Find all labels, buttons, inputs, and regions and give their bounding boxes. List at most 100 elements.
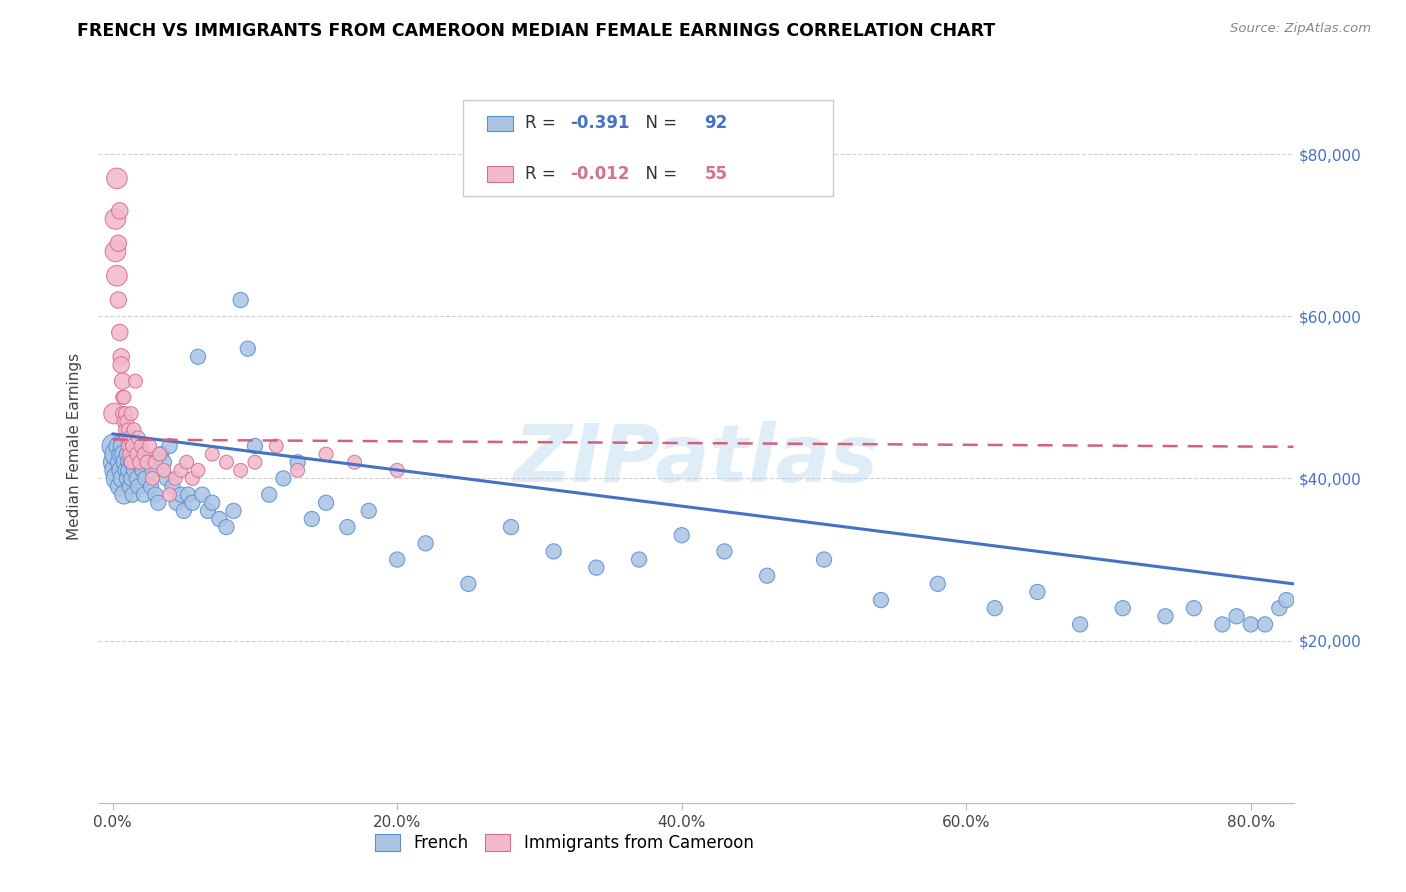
Text: Source: ZipAtlas.com: Source: ZipAtlas.com (1230, 22, 1371, 36)
Point (103, 407, 125, 421)
Point (628, 552, 651, 566)
Text: -0.391: -0.391 (571, 114, 630, 132)
Point (176, 455, 198, 469)
Point (135, 455, 157, 469)
Point (1069, 617, 1091, 632)
Point (104, 455, 127, 469)
Point (343, 455, 366, 469)
Point (264, 439, 287, 453)
FancyBboxPatch shape (463, 100, 834, 196)
Point (170, 488, 193, 502)
Point (121, 488, 143, 502)
Point (118, 447, 141, 461)
Text: N =: N = (636, 165, 682, 183)
Point (122, 447, 145, 461)
Point (215, 455, 238, 469)
Point (114, 407, 136, 421)
Point (187, 350, 209, 364)
Point (415, 536, 437, 550)
Legend: French, Immigrants from Cameroon: French, Immigrants from Cameroon (368, 827, 761, 859)
Point (181, 496, 204, 510)
Point (128, 455, 150, 469)
Point (257, 488, 280, 502)
Point (120, 471, 142, 485)
Text: R =: R = (524, 165, 561, 183)
Point (301, 512, 323, 526)
Point (125, 447, 148, 461)
Point (713, 544, 735, 558)
Point (585, 560, 607, 574)
Point (208, 512, 231, 526)
Point (111, 439, 134, 453)
Point (132, 488, 155, 502)
Bar (486, 166, 513, 182)
Point (104, 211, 127, 226)
Point (124, 374, 146, 388)
Point (108, 479, 131, 493)
Text: ZIPatlas: ZIPatlas (513, 421, 879, 500)
Point (136, 455, 159, 469)
Point (1254, 617, 1277, 632)
Point (112, 488, 135, 502)
Point (108, 455, 131, 469)
Point (141, 471, 163, 485)
Point (127, 479, 149, 493)
Point (187, 463, 209, 477)
Point (150, 447, 173, 461)
Point (110, 447, 132, 461)
Point (128, 439, 150, 453)
Point (110, 350, 132, 364)
Point (315, 447, 337, 461)
Point (111, 390, 134, 404)
Point (120, 407, 142, 421)
Point (131, 463, 153, 477)
Point (117, 455, 139, 469)
Point (112, 390, 135, 404)
Point (215, 520, 238, 534)
Point (108, 203, 131, 218)
Point (143, 455, 166, 469)
Point (543, 544, 565, 558)
Point (165, 471, 187, 485)
Point (1240, 617, 1263, 632)
Point (148, 496, 170, 510)
Point (107, 236, 129, 251)
Point (1268, 601, 1291, 615)
Point (105, 268, 128, 283)
Point (138, 439, 160, 453)
Point (124, 455, 146, 469)
Point (118, 431, 141, 445)
Point (121, 439, 143, 453)
Point (112, 415, 135, 429)
Point (181, 471, 204, 485)
Point (170, 463, 193, 477)
Point (162, 479, 184, 493)
Point (229, 463, 252, 477)
Point (813, 552, 835, 566)
Point (201, 496, 224, 510)
Point (129, 447, 152, 461)
Point (1211, 617, 1233, 632)
Point (1226, 609, 1249, 624)
Point (120, 455, 142, 469)
Point (149, 447, 172, 461)
Point (104, 244, 127, 259)
Point (139, 479, 162, 493)
Point (105, 463, 128, 477)
Point (173, 504, 195, 518)
Point (156, 471, 179, 485)
Text: 92: 92 (704, 114, 727, 132)
Text: 55: 55 (704, 165, 727, 183)
Point (117, 423, 139, 437)
Text: -0.012: -0.012 (571, 165, 630, 183)
Point (111, 407, 134, 421)
Point (287, 463, 309, 477)
Point (129, 439, 152, 453)
Point (222, 504, 245, 518)
Point (197, 504, 219, 518)
Point (1154, 609, 1177, 624)
Point (107, 439, 129, 453)
Point (117, 439, 139, 453)
Point (273, 471, 295, 485)
Point (115, 415, 138, 429)
